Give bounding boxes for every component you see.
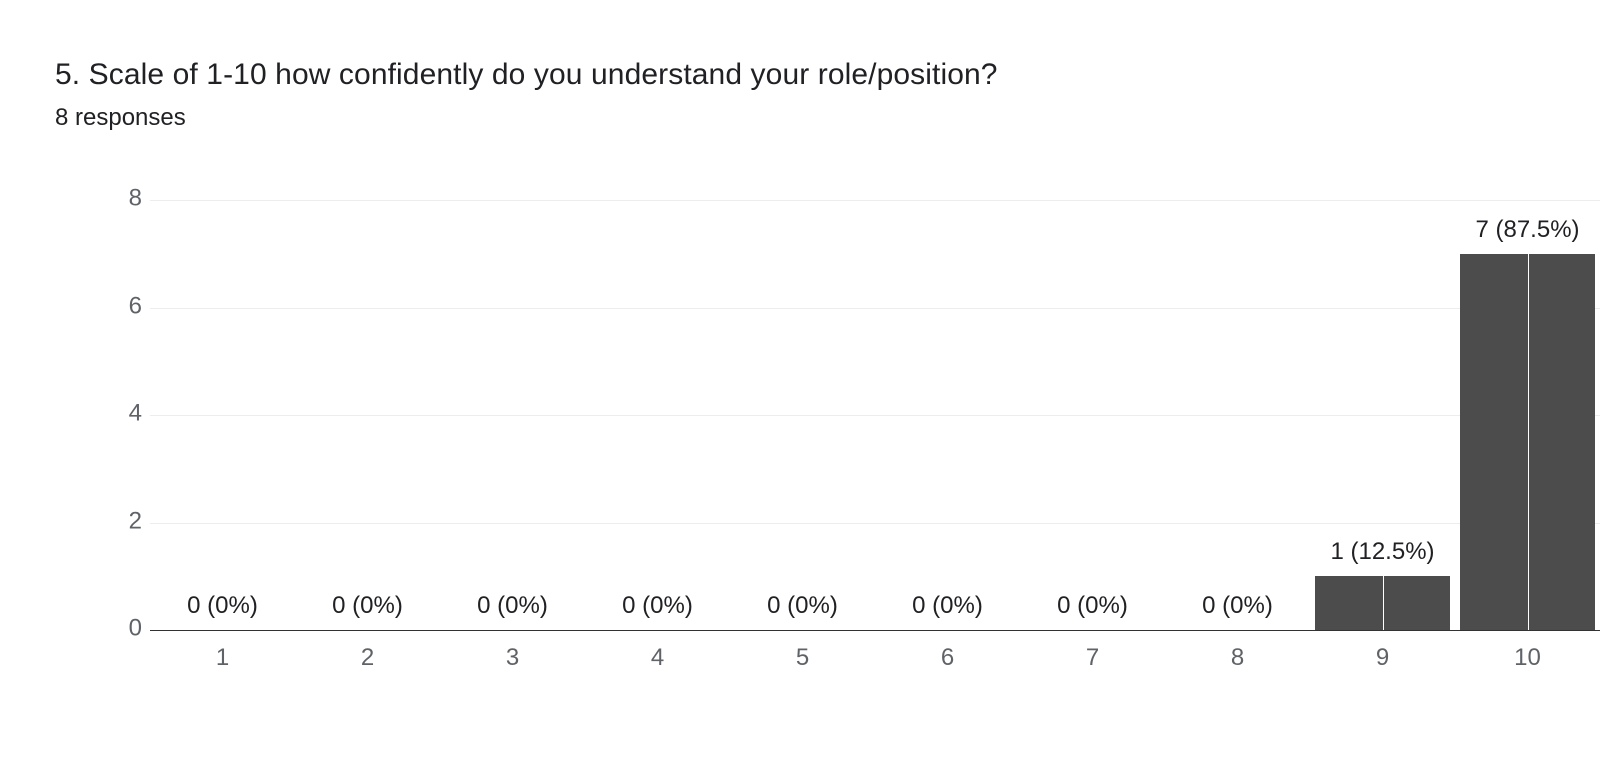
x-tick-label: 4 — [585, 630, 730, 672]
bar-slot: 1 (12.5%)1 (12.5%)9 — [1310, 200, 1455, 630]
bar-slot: 0 (0%)0 (0%)7 — [1020, 200, 1165, 630]
bar-slot: 0 (0%)0 (0%)3 — [440, 200, 585, 630]
y-tick-label: 2 — [108, 507, 142, 535]
chart-title: 5. Scale of 1-10 how confidently do you … — [55, 58, 998, 92]
x-tick-label: 10 — [1455, 630, 1600, 672]
bar-divider — [1383, 576, 1384, 630]
x-tick-label: 5 — [730, 630, 875, 672]
bar-slot: 0 (0%)0 (0%)5 — [730, 200, 875, 630]
y-tick-label: 6 — [108, 292, 142, 320]
bar-slot: 7 (87.5%)7 (87.5%)10 — [1455, 200, 1600, 630]
plot-area: 024680 (0%)0 (0%)10 (0%)0 (0%)20 (0%)0 (… — [150, 200, 1600, 630]
x-tick-label: 7 — [1020, 630, 1165, 672]
bar-value-label: 7 (87.5%)7 (87.5%) — [1383, 216, 1600, 244]
bar-divider — [1528, 254, 1529, 630]
bar-slot: 0 (0%)0 (0%)4 — [585, 200, 730, 630]
response-count: 8 responses — [55, 104, 186, 132]
x-tick-label: 6 — [875, 630, 1020, 672]
x-tick-label: 3 — [440, 630, 585, 672]
bar-slot: 0 (0%)0 (0%)2 — [295, 200, 440, 630]
chart-container: 5. Scale of 1-10 how confidently do you … — [0, 0, 1600, 761]
y-tick-label: 8 — [108, 185, 142, 213]
x-tick-label: 8 — [1165, 630, 1310, 672]
x-tick-label: 1 — [150, 630, 295, 672]
bar-slot: 0 (0%)0 (0%)6 — [875, 200, 1020, 630]
bar-slot: 0 (0%)0 (0%)1 — [150, 200, 295, 630]
chart-area: 024680 (0%)0 (0%)10 (0%)0 (0%)20 (0%)0 (… — [90, 190, 1600, 680]
x-tick-label: 2 — [295, 630, 440, 672]
x-tick-label: 9 — [1310, 630, 1455, 672]
bars-layer: 0 (0%)0 (0%)10 (0%)0 (0%)20 (0%)0 (0%)30… — [150, 200, 1600, 630]
y-tick-label: 4 — [108, 400, 142, 428]
